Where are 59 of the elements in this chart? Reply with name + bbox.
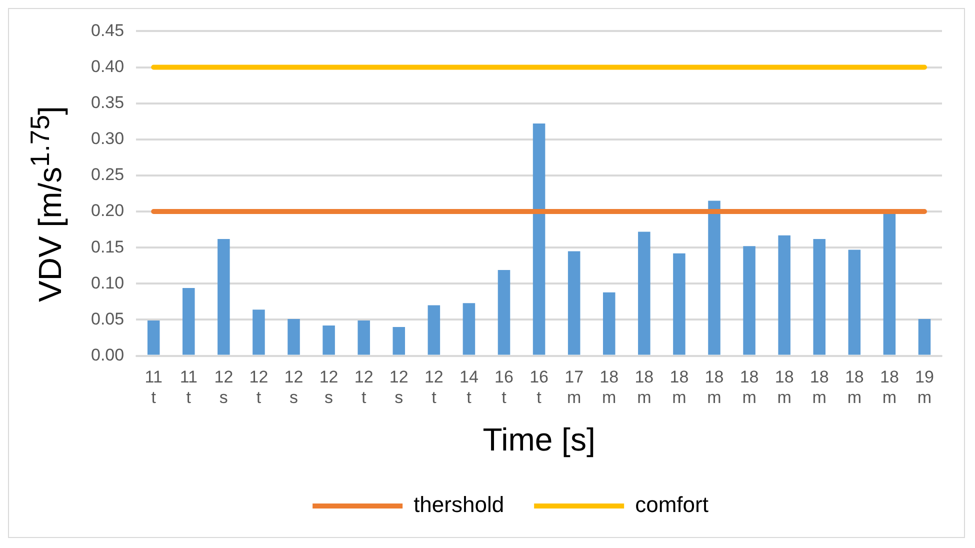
x-tick-label: 18 m: [740, 368, 759, 408]
bar: [358, 320, 370, 355]
bar: [602, 292, 616, 355]
x-tick-label: 16 t: [494, 368, 514, 408]
bar: [883, 212, 896, 355]
x-tick-label: 11 t: [180, 368, 198, 408]
bar: [392, 326, 406, 355]
bar: [322, 326, 335, 355]
x-tick-label: 12 t: [249, 368, 268, 408]
bar: [813, 238, 826, 355]
x-tick-label: 12 t: [354, 368, 374, 408]
bar: [848, 250, 861, 355]
bar: [708, 200, 720, 355]
bar: [498, 270, 510, 355]
legend-label: thershold: [414, 492, 504, 518]
bar: [743, 246, 756, 355]
bar: [252, 310, 265, 355]
x-tick-label: 19 m: [915, 368, 934, 408]
x-tick-label: 14 t: [460, 368, 478, 408]
x-tick-label: 18 m: [670, 368, 689, 408]
y-tick-label: 0.25: [90, 165, 124, 184]
x-tick-label: 16 t: [530, 368, 549, 408]
y-tick-label: 0.45: [90, 20, 124, 40]
bar: [288, 319, 300, 355]
y-tick-label: 0.15: [90, 237, 124, 256]
x-tick-label: 12 t: [424, 368, 444, 408]
y-tick-label: 0.40: [90, 56, 124, 76]
x-tick-label: 18 m: [600, 368, 619, 408]
y-tick-label: 0.05: [90, 309, 124, 328]
y-tick-label: 0.20: [90, 201, 124, 220]
bar: [568, 251, 580, 355]
x-tick-label: 17 m: [564, 368, 584, 408]
bar: [428, 305, 440, 355]
x-tick-label: 11 t: [144, 368, 162, 408]
x-tick-label: 12 s: [389, 368, 408, 408]
bar: [182, 288, 195, 355]
y-tick-label: 0.35: [90, 93, 124, 112]
x-tick-label: 18 m: [844, 368, 864, 408]
x-tick-label: 18 m: [810, 368, 829, 408]
bar: [218, 238, 230, 355]
x-tick-label: 12 s: [284, 368, 304, 408]
x-tick-label: 18 m: [774, 368, 794, 408]
bar: [532, 124, 546, 355]
legend-label: comfort: [635, 492, 708, 518]
x-tick-label: 12 s: [214, 368, 234, 408]
y-tick-label: 0.00: [90, 345, 124, 364]
bar: [147, 320, 160, 355]
bar: [638, 232, 650, 355]
x-tick-label: 18 m: [634, 368, 654, 408]
x-axis-title: Time [s]: [482, 422, 596, 458]
bar: [673, 253, 686, 355]
x-tick-label: 18 m: [880, 368, 899, 408]
y-tick-label: 0.30: [90, 129, 124, 148]
x-tick-label: 12 s: [319, 368, 338, 408]
bar: [778, 235, 790, 355]
bar: [918, 319, 931, 355]
x-tick-label: 18 m: [704, 368, 724, 408]
y-tick-label: 0.10: [90, 273, 124, 292]
bar: [462, 303, 476, 355]
